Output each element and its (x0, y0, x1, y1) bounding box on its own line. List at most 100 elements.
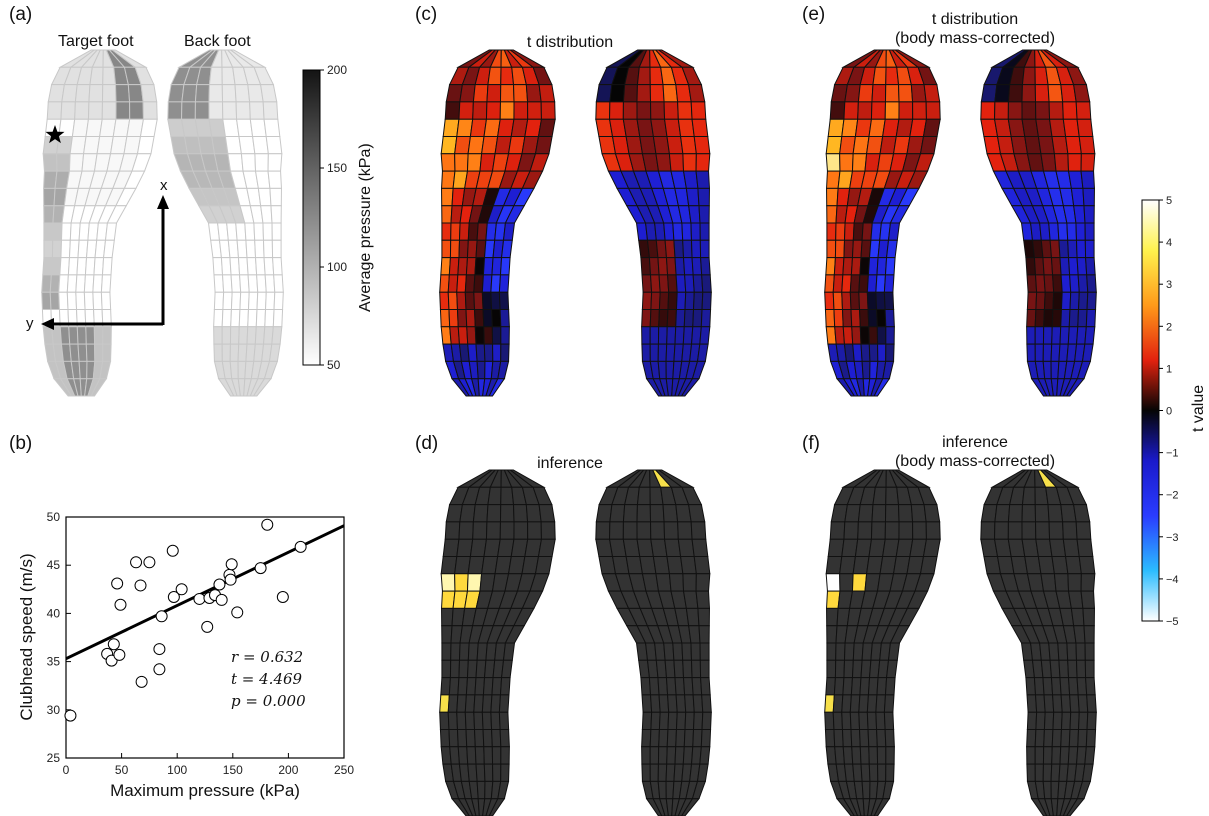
x-tick-label: 150 (223, 763, 243, 777)
insole-cell (1084, 642, 1095, 661)
insole-cell (1042, 780, 1052, 800)
insole-cell (1082, 187, 1095, 207)
insole-cell (56, 153, 71, 172)
insole-cell (1021, 101, 1037, 120)
insole-cell (622, 521, 638, 540)
insole-cell (875, 694, 887, 713)
star-marker-icon (45, 125, 65, 144)
panel-d-title: inference (537, 455, 603, 472)
insole-cell (671, 798, 680, 816)
insole-cell (474, 257, 486, 276)
insole-cell (1084, 659, 1095, 679)
insole-cell (491, 309, 502, 328)
insole-cell (234, 84, 251, 103)
insole-cell (1025, 677, 1037, 696)
insole-cell (841, 729, 853, 748)
insole-cell (648, 677, 660, 696)
insole-cell (657, 763, 668, 782)
insole-cell (826, 205, 838, 224)
insole-cell (1026, 746, 1036, 765)
insole-cell (101, 257, 113, 276)
insole-cell (254, 153, 269, 172)
insole-cell (500, 763, 510, 782)
insole-cell (473, 291, 484, 310)
t-tick-label: 2 (1166, 321, 1172, 333)
insole-cell (43, 187, 56, 207)
insole-cell (447, 694, 459, 713)
scatter-point (231, 606, 244, 619)
insole-cell (490, 711, 501, 730)
insole-cell (78, 360, 88, 380)
insole-cell (466, 153, 483, 172)
target-foot-inference-corrected (824, 469, 941, 816)
scatter-point (261, 518, 274, 531)
insole-cell (834, 239, 846, 259)
insole-cell (860, 763, 871, 782)
insole-cell (859, 746, 870, 765)
insole-cell (60, 239, 71, 259)
insole-cell (636, 66, 651, 86)
insole-cell (440, 556, 458, 575)
pressure-colorbar-label: Average pressure (kPa) (357, 143, 374, 312)
insole-cell (692, 711, 704, 730)
insole-cell (263, 257, 275, 276)
insole-cell (142, 101, 158, 120)
insole-cell (919, 556, 938, 575)
t-tick-label: −1 (1166, 448, 1179, 460)
insole-cell (42, 153, 58, 172)
insole-cell (1080, 170, 1095, 189)
insole-cell (1042, 677, 1054, 696)
insole-cell (640, 257, 652, 276)
insole-cell (490, 274, 502, 293)
insole-cell (456, 291, 467, 310)
insole-cell (448, 729, 459, 748)
insole-cell (649, 746, 660, 765)
insole-cell (254, 170, 271, 189)
insole-cell (513, 521, 529, 540)
insole-cell (841, 274, 852, 293)
insole-cell (269, 187, 282, 207)
insole-cell (181, 84, 198, 103)
insole-cell (826, 222, 837, 241)
feet-layer (41, 49, 1097, 816)
insole-cell (474, 326, 485, 345)
insole-cell (74, 84, 91, 103)
insole-cell (1053, 153, 1070, 172)
insole-cell (980, 504, 998, 523)
insole-cell (441, 222, 452, 241)
insole-cell (1034, 746, 1045, 765)
insole-cell (439, 694, 450, 713)
insole-cell (262, 222, 273, 241)
insole-cell (673, 659, 685, 679)
insole-cell (668, 153, 685, 172)
insole-cell (1075, 222, 1086, 241)
insole-cell (483, 763, 494, 782)
insole-cell (1051, 729, 1062, 748)
target-foot-tmap (439, 49, 556, 397)
insole-cell (673, 239, 685, 259)
insole-cell (684, 711, 695, 730)
insole-cell (672, 642, 684, 661)
insole-cell (1077, 309, 1088, 328)
insole-cell (867, 309, 878, 328)
insole-cell (898, 84, 914, 103)
insole-cell (842, 257, 854, 276)
insole-cell (1047, 504, 1064, 523)
insole-cell (1083, 205, 1095, 224)
insole-cell (467, 642, 479, 661)
back-foot-title: Back foot (184, 33, 251, 50)
insole-cell (872, 66, 887, 86)
insole-cell (699, 222, 710, 241)
insole-cell (1051, 309, 1062, 328)
insole-cell (885, 746, 895, 765)
insole-cell (688, 504, 706, 523)
insole-cell (884, 257, 896, 276)
insole-cell (1062, 538, 1080, 557)
insole-cell (665, 677, 677, 696)
scatter-point (107, 638, 120, 651)
insole-cell (1067, 677, 1079, 696)
insole-cell (474, 746, 485, 765)
scatter-point (114, 598, 127, 611)
insole-cell (832, 291, 844, 310)
insole-cell (513, 101, 529, 120)
